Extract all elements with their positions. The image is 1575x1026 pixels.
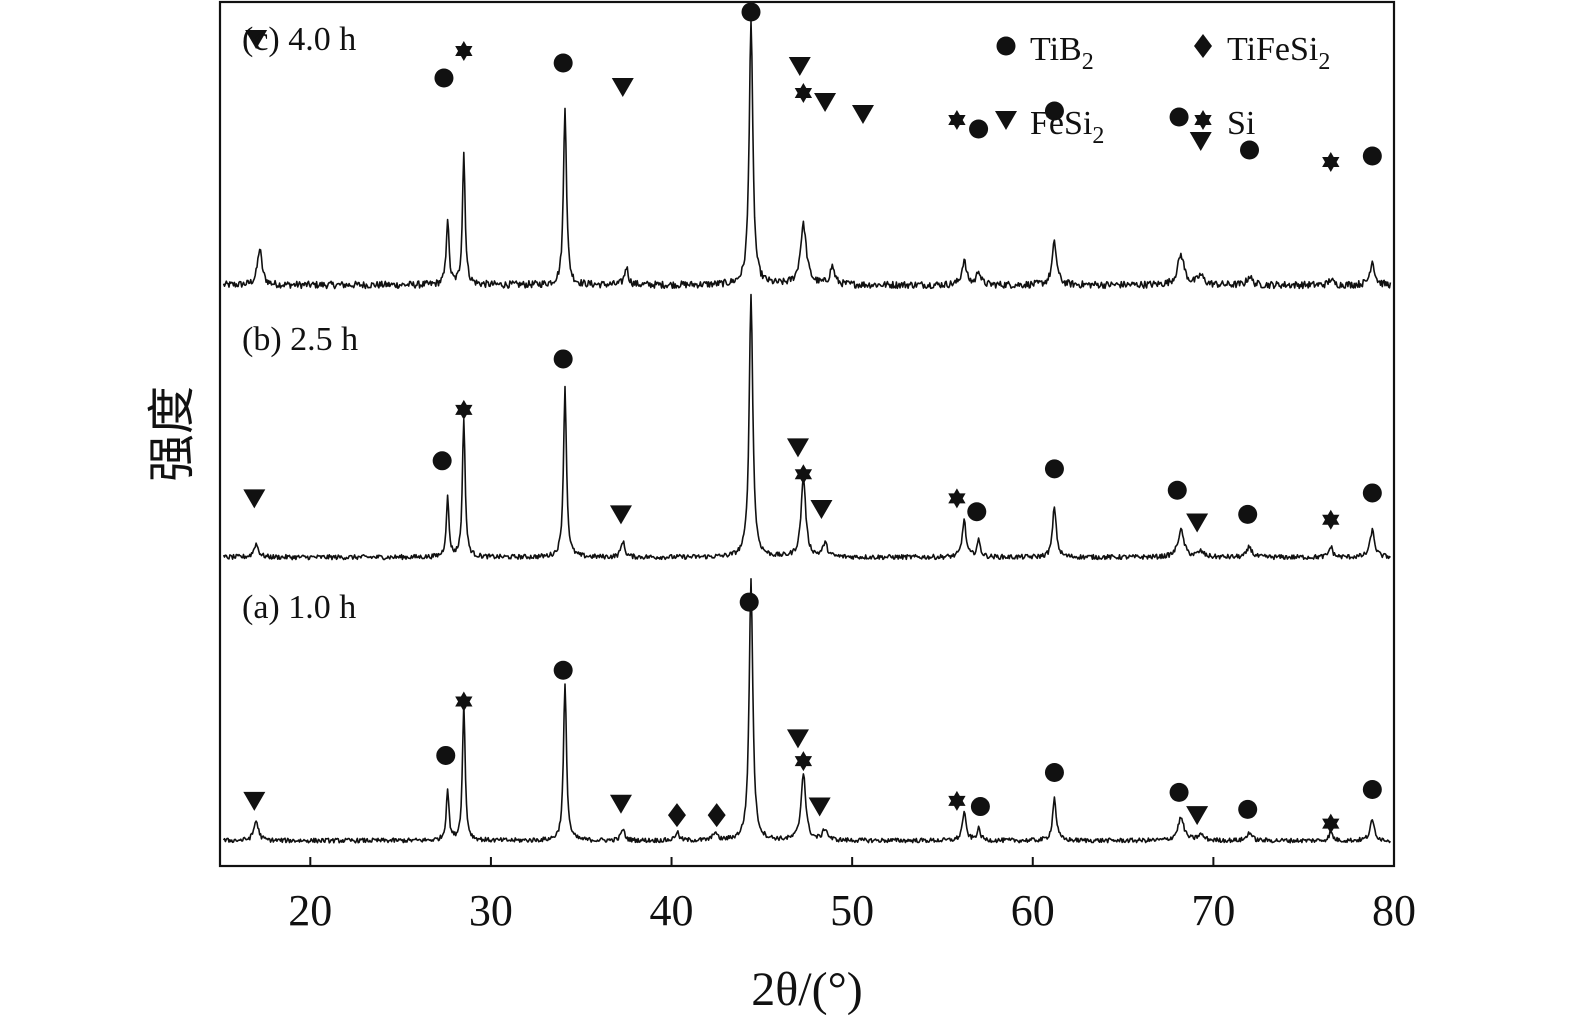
phase-marker-triangle-down [851,105,874,124]
phase-marker-circle [553,53,573,73]
phase-marker-triangle-down [245,30,268,49]
phase-marker-circle [436,745,456,765]
x-tick-label: 70 [1191,886,1235,935]
phase-marker-diamond [667,803,686,828]
phase-marker-star [948,488,966,509]
phase-marker-star [794,83,813,103]
phase-marker-star [948,790,966,811]
phase-marker-circle [1167,480,1187,500]
x-tick-label: 60 [1011,886,1055,935]
phase-markers-group [243,2,1382,834]
phase-marker-circle [1044,101,1064,121]
phase-marker-circle [1238,504,1258,524]
xrd-trace [222,293,1391,561]
phase-marker-triangle-down [609,794,632,814]
phase-marker-triangle-down [1186,513,1209,533]
phase-marker-triangle-down [243,489,266,509]
phase-marker-triangle-down [1186,806,1209,826]
phase-marker-star [794,751,813,772]
phase-marker-circle [967,502,987,522]
traces-group [222,19,1392,844]
x-tick-label: 40 [650,886,694,935]
phase-marker-circle [969,119,989,139]
phase-marker-circle [1169,782,1189,802]
legend-entry: TiB2 [1030,31,1094,75]
legend-marker-triangle-down [995,111,1017,130]
x-axis-label: 2θ/(°) [751,963,863,1016]
phase-marker-triangle-down [786,729,809,749]
panel-label: (a) 1.0 h [242,589,356,626]
panel-labels-group: (c) 4.0 h (b) 2.5 h (a) 1.0 h [242,21,358,626]
phase-marker-diamond [707,803,726,828]
phase-marker-circle [1238,799,1258,819]
panel-label: (c) 4.0 h [242,21,356,58]
phase-marker-circle [970,797,990,817]
phase-marker-star [948,110,966,130]
x-tick-label: 50 [830,886,874,935]
phase-marker-circle [434,68,454,88]
phase-marker-circle [1362,483,1382,503]
phase-marker-triangle-down [808,797,831,817]
legend-marker-diamond [1194,34,1212,58]
x-axis-ticks: 20 30 40 50 60 70 80 [288,857,1416,935]
phase-marker-circle [1044,459,1064,479]
phase-marker-triangle-down [609,505,632,525]
legend-entry: FeSi2 [1030,105,1104,149]
y-axis-label: 强度 [146,386,199,482]
panel-label: (b) 2.5 h [242,321,358,358]
xrd-trace [222,19,1392,290]
legend-marker-circle [996,36,1016,56]
phase-marker-star [794,464,813,485]
phase-marker-triangle-down [788,57,811,76]
phase-marker-star [455,41,473,61]
phase-marker-star [1322,152,1340,172]
phase-marker-triangle-down [611,78,634,97]
plot-frame [218,0,1396,868]
x-tick-label: 20 [288,886,332,935]
phase-marker-star [1322,813,1340,834]
phase-marker-circle [741,2,761,22]
phase-marker-star [455,399,473,420]
phase-marker-circle [1169,107,1189,127]
phase-marker-star [1322,509,1340,530]
phase-marker-triangle-down [1189,132,1212,151]
phase-marker-circle [1362,780,1382,800]
xrd-trace [222,578,1392,844]
phase-marker-circle [739,592,759,612]
x-tick-label: 80 [1372,886,1416,935]
legend-marker-star [1194,110,1212,130]
phase-marker-circle [1240,140,1260,160]
phase-marker-circle [432,451,452,471]
phase-marker-triangle-down [814,93,837,112]
legend-entry: TiFeSi2 [1227,31,1330,75]
phase-marker-circle [1362,146,1382,166]
phase-marker-triangle-down [786,438,809,458]
legend: TiB2 TiFeSi2 FeSi2 Si [995,31,1330,149]
phase-marker-triangle-down [810,500,833,520]
x-tick-label: 30 [469,886,513,935]
legend-entry: Si [1227,105,1255,142]
phase-marker-circle [1044,762,1064,782]
phase-marker-circle [553,660,573,680]
phase-marker-circle [553,349,573,369]
phase-marker-star [455,691,473,712]
phase-marker-triangle-down [243,791,266,811]
